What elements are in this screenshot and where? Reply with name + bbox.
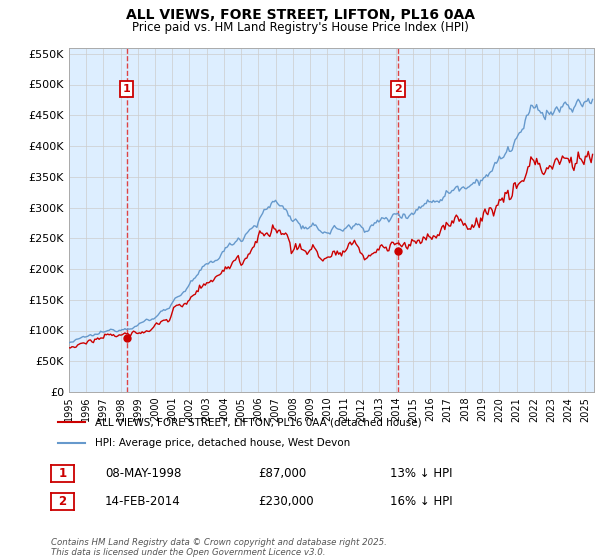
Text: £230,000: £230,000 [258,494,314,508]
Text: ALL VIEWS, FORE STREET, LIFTON, PL16 0AA: ALL VIEWS, FORE STREET, LIFTON, PL16 0AA [125,8,475,22]
Text: 2: 2 [58,494,67,508]
Text: Price paid vs. HM Land Registry's House Price Index (HPI): Price paid vs. HM Land Registry's House … [131,21,469,34]
Text: HPI: Average price, detached house, West Devon: HPI: Average price, detached house, West… [95,438,350,448]
Text: ALL VIEWS, FORE STREET, LIFTON, PL16 0AA (detached house): ALL VIEWS, FORE STREET, LIFTON, PL16 0AA… [95,417,422,427]
Text: Contains HM Land Registry data © Crown copyright and database right 2025.
This d: Contains HM Land Registry data © Crown c… [51,538,387,557]
Text: 08-MAY-1998: 08-MAY-1998 [105,466,181,480]
Text: £87,000: £87,000 [258,466,306,480]
Text: 14-FEB-2014: 14-FEB-2014 [105,494,181,508]
Text: 16% ↓ HPI: 16% ↓ HPI [390,494,452,508]
Text: 1: 1 [123,84,131,94]
Text: 1: 1 [58,466,67,480]
Text: 2: 2 [394,84,402,94]
Text: 13% ↓ HPI: 13% ↓ HPI [390,466,452,480]
